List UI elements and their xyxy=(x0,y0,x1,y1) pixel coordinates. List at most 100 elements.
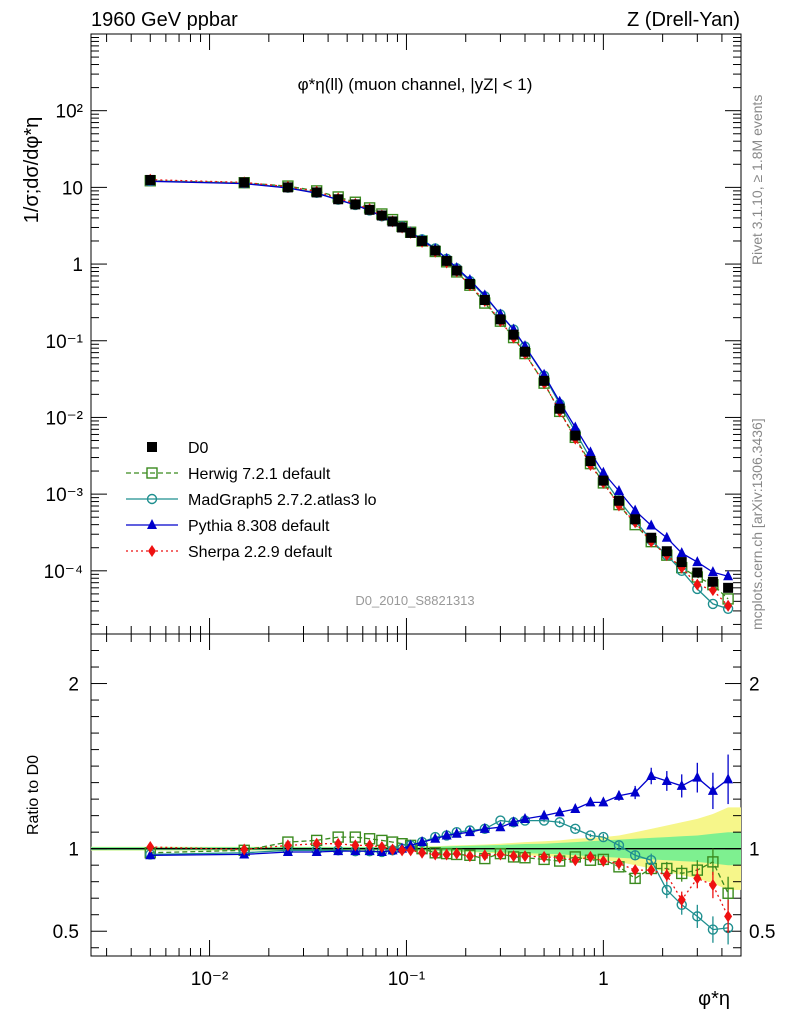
main-point-pythia xyxy=(554,395,565,406)
ratio-point-sherpa xyxy=(614,857,623,870)
ratio-point-sherpa xyxy=(708,878,717,891)
ratio-point-pythia xyxy=(598,796,609,807)
main-point-data xyxy=(554,403,565,414)
ratio-ytick-label: 2 xyxy=(68,675,79,696)
main-point-data xyxy=(539,375,550,386)
legend-label-herwig: Herwig 7.2.1 default xyxy=(188,466,331,483)
main-point-pythia xyxy=(646,519,657,530)
ratio-point-sherpa xyxy=(724,910,733,923)
main-point-pythia xyxy=(692,556,703,567)
main-point-data xyxy=(333,194,344,205)
main-ytick-label: 10⁻⁴ xyxy=(44,562,83,583)
ratio-point-sherpa xyxy=(146,841,155,854)
main-point-data xyxy=(630,514,641,525)
main-point-data xyxy=(646,532,657,543)
legend-marker-herwig xyxy=(146,467,158,479)
main-point-pythia xyxy=(613,484,624,495)
main-series-herwig xyxy=(144,175,734,605)
ratio-xtick-label: 10⁻² xyxy=(191,969,229,990)
legend-entry-data: D0 xyxy=(147,440,209,457)
ratio-point-sherpa xyxy=(377,841,386,854)
ratio-series-pythia xyxy=(145,754,734,860)
ratio-point-sherpa xyxy=(521,850,530,863)
ratio-point-madgraph xyxy=(692,911,703,922)
main-point-data xyxy=(451,265,462,276)
ratio-point-pythia xyxy=(417,836,428,847)
ratio-point-sherpa xyxy=(283,839,292,852)
ratio-point-pythia xyxy=(441,829,452,840)
ratio-point-sherpa xyxy=(599,855,608,868)
ratio-point-pythia xyxy=(676,779,687,790)
main-point-data xyxy=(441,255,452,266)
ratio-point-madgraph xyxy=(629,850,641,861)
main-point-pythia xyxy=(661,531,672,542)
main-point-data xyxy=(508,329,519,340)
ratio-ytick-label-right: 2 xyxy=(749,675,760,696)
main-point-pythia xyxy=(598,466,609,477)
ratio-series-sherpa xyxy=(146,837,733,933)
ratio-point-madgraph xyxy=(570,823,581,835)
main-point-pythia xyxy=(630,504,641,515)
ratio-point-sherpa xyxy=(431,848,440,861)
legend-marker-pythia xyxy=(147,519,157,529)
watermark: D0_2010_S8821313 xyxy=(355,593,474,608)
main-point-data xyxy=(397,222,408,233)
ratio-point-sherpa xyxy=(452,847,461,860)
main-ytick-label: 10² xyxy=(56,102,83,123)
ratio-point-pythia xyxy=(464,826,475,837)
legend-entry-sherpa: Sherpa 2.2.9 default xyxy=(126,544,333,561)
main-series-group xyxy=(144,173,734,614)
main-line-herwig xyxy=(150,180,729,600)
ratio-ylabel: Ratio to D0 xyxy=(25,755,42,835)
legend-entry-herwig: Herwig 7.2.1 default xyxy=(126,466,331,483)
main-point-data xyxy=(282,182,293,193)
ratio-point-pythia xyxy=(508,816,519,827)
main-point-madgraph xyxy=(707,598,719,610)
main-point-data xyxy=(495,314,506,325)
main-line-sherpa xyxy=(150,179,729,607)
ratio-ytick-label-right: 1 xyxy=(749,840,760,861)
main-point-data xyxy=(464,278,475,289)
ratio-point-sherpa xyxy=(540,850,549,863)
ratio-xtick-label: 1 xyxy=(598,969,609,990)
main-plot-title-text: φ*η(ll) (muon channel, |yZ| < 1) xyxy=(298,75,533,94)
main-point-data xyxy=(613,495,624,506)
ratio-point-sherpa xyxy=(647,864,656,877)
ratio-point-sherpa xyxy=(406,844,415,857)
ratio-ytick-label-right: 0.5 xyxy=(749,922,775,943)
ratio-plot: 0.5 0.5 1 1 2 2 10⁻² 10⁻¹ 1 Ratio to D0 φ*η xyxy=(25,633,775,1010)
ratio-point-sherpa xyxy=(677,893,686,906)
ratio-point-herwig xyxy=(676,867,688,880)
main-point-data xyxy=(376,210,387,221)
main-point-data xyxy=(692,567,703,578)
main-point-data xyxy=(350,199,361,210)
ratio-point-pythia xyxy=(495,821,506,832)
ratio-point-pythia xyxy=(333,845,344,856)
ratio-point-madgraph xyxy=(707,924,719,935)
main-ylabel: 1/σ;dσ/dφ*η xyxy=(21,117,43,224)
main-plot: 10⁻⁴ 10⁻³ 10⁻² 10⁻¹ 1 10 10² φ*η(ll) (muon cha… xyxy=(21,33,742,635)
ratio-point-madgraph xyxy=(613,840,625,851)
header-right: Z (Drell-Yan) xyxy=(627,9,740,31)
ratio-point-sherpa xyxy=(586,850,595,863)
ratio-point-sherpa xyxy=(693,872,702,885)
main-ytick-label: 10⁻³ xyxy=(46,485,84,506)
main-point-data xyxy=(405,227,416,238)
main-point-sherpa xyxy=(693,578,702,591)
main-line-pythia xyxy=(150,180,729,577)
ratio-series-group xyxy=(144,754,734,945)
ratio-point-madgraph xyxy=(585,830,596,841)
main-series-data xyxy=(145,174,734,593)
main-point-data xyxy=(311,187,322,198)
ratio-point-herwig xyxy=(707,856,719,868)
ratio-point-madgraph xyxy=(554,817,565,828)
main-axis-ticks: 10⁻⁴ 10⁻³ 10⁻² 10⁻¹ 1 10 10² xyxy=(44,34,742,634)
legend-marker-madgraph xyxy=(146,493,158,505)
ratio-point-pythia xyxy=(539,809,550,820)
legend-entry-pythia: Pythia 8.308 default xyxy=(126,518,330,535)
legend-label-pythia: Pythia 8.308 default xyxy=(188,518,330,535)
ratio-point-madgraph xyxy=(661,884,673,896)
ratio-point-pythia xyxy=(661,774,672,785)
ratio-point-pythia xyxy=(692,771,703,782)
main-ytick-label: 1 xyxy=(72,255,83,276)
